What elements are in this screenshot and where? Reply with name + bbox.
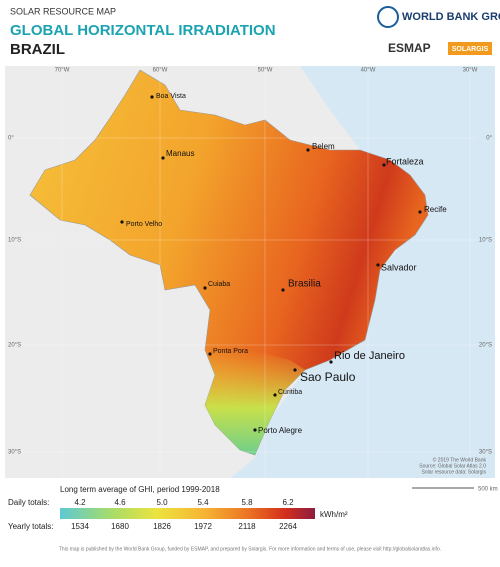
yearly-label: Yearly totals:: [8, 522, 54, 531]
cities: Boa Vista Manaus Belem Fortaleza Recife Porto…: [120, 93, 486, 475]
city-dot: [329, 360, 333, 364]
city-label: Porto Alegre: [258, 426, 303, 435]
city-dot: [281, 288, 285, 292]
daily-tick: 5.0: [156, 498, 168, 507]
yearly-tick: 1534: [71, 522, 89, 531]
lat-label-right: 30°S: [479, 450, 492, 456]
daily-tick: 4.6: [114, 498, 126, 507]
footer: This map is published by the World Bank …: [59, 546, 441, 552]
city-dot: [150, 95, 154, 99]
title: GLOBAL HORIZONTAL IRRADIATION: [10, 22, 276, 39]
city-dot: [161, 156, 165, 160]
credit: Solar resource data: Solargis: [422, 469, 487, 475]
city-dot: [418, 210, 422, 214]
city-dot: [203, 286, 207, 290]
legend-unit: kWh/m²: [320, 510, 348, 519]
country: BRAZIL: [10, 41, 65, 58]
city-dot: [208, 352, 212, 356]
city-dot: [120, 220, 124, 224]
daily-tick: 5.8: [241, 498, 253, 507]
lon-label: 30°W: [463, 68, 478, 74]
city-label: Belem: [312, 142, 335, 151]
wb-logo-icon: [377, 6, 399, 28]
lat-label-left: 10°S: [8, 238, 21, 244]
daily-tick: 6.2: [282, 498, 294, 507]
daily-label: Daily totals:: [8, 498, 49, 507]
yearly-tick: 2118: [238, 522, 256, 531]
city-dot: [273, 393, 277, 397]
city-label: Boa Vista: [156, 93, 186, 100]
lat-label-left: 20°S: [8, 343, 21, 349]
city-label: Fortaleza: [386, 156, 424, 166]
city-label: Sao Paulo: [300, 370, 356, 384]
lon-label: 40°W: [361, 68, 376, 74]
city-label: Ponta Pora: [213, 348, 248, 355]
esmap-logo: ESMAP: [388, 41, 431, 55]
lon-label: 60°W: [153, 68, 168, 74]
lat-label-left: 30°S: [8, 450, 21, 456]
city-dot: [306, 148, 310, 152]
city-label: Porto Velho: [126, 221, 162, 228]
scale-label: 500 km: [478, 487, 498, 493]
city-label: Curitiba: [278, 389, 302, 396]
daily-tick: 4.2: [74, 498, 86, 507]
yearly-tick: 1680: [111, 522, 129, 531]
solargis-logo: SOLARGIS: [452, 46, 489, 53]
city-label: Manaus: [166, 149, 194, 158]
credit: © 2019 The World Bank: [433, 456, 487, 463]
wb-logo: WORLD BANK GROUP: [402, 11, 500, 23]
graticule: 70°W 60°W 50°W 40°W 30°W 0° 0° 10°S 10°S 20°S 20°S…: [8, 68, 493, 478]
lat-label-right: 0°: [486, 136, 492, 142]
city-dot: [382, 163, 386, 167]
lon-label: 70°W: [55, 68, 70, 74]
daily-tick: 5.4: [197, 498, 209, 507]
south-region: [205, 350, 305, 455]
lat-label-right: 10°S: [479, 238, 492, 244]
lon-label: 50°W: [258, 68, 273, 74]
credit: Source: Global Solar Atlas 2.0: [419, 463, 486, 469]
subtitle: SOLAR RESOURCE MAP: [10, 6, 116, 16]
legend-title: Long term average of GHI, period 1999-20…: [60, 485, 220, 494]
color-bar: [60, 508, 315, 519]
lat-label-left: 0°: [8, 136, 14, 142]
yearly-tick: 2264: [279, 522, 297, 531]
yearly-tick: 1826: [153, 522, 171, 531]
city-label: Salvador: [381, 262, 417, 272]
city-dot: [253, 428, 257, 432]
solargis-badge: [448, 42, 492, 55]
city-dot: [293, 368, 297, 372]
city-label: Recife: [424, 205, 447, 214]
legend-ticks: 4.2 1534 4.6 1680 5.0 1826 5.4 1972 5.8 2118 6.2 22…: [71, 498, 297, 531]
city-label: Brasilia: [288, 279, 321, 290]
city-label: Rio de Janeiro: [334, 350, 405, 362]
yearly-tick: 1972: [194, 522, 212, 531]
lat-label-right: 20°S: [479, 343, 492, 349]
city-dot: [376, 263, 380, 267]
city-label: Cuiaba: [208, 281, 230, 288]
